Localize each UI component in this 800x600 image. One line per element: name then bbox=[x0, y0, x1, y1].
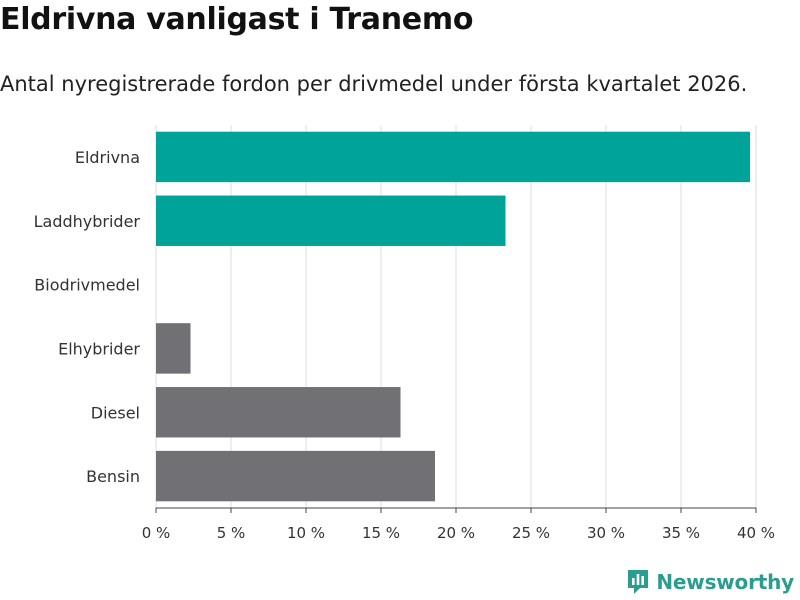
category-label: Biodrivmedel bbox=[34, 276, 140, 295]
category-label: Bensin bbox=[86, 467, 140, 486]
chart-title: Eldrivna vanligast i Tranemo bbox=[0, 2, 474, 37]
category-labels: Eldrivna Laddhybrider Biodrivmedel Elhybrid… bbox=[34, 148, 141, 486]
x-tick-label: 25 % bbox=[512, 524, 550, 542]
bar-laddhybrider bbox=[156, 195, 506, 246]
bar-eldrivna bbox=[156, 131, 750, 183]
newsworthy-logo-icon bbox=[628, 570, 649, 594]
x-tick-label: 30 % bbox=[587, 524, 625, 542]
x-tick-label: 20 % bbox=[437, 524, 475, 542]
bar-bensin bbox=[156, 450, 435, 502]
x-tick-label: 15 % bbox=[362, 524, 400, 542]
x-axis: 0 % 5 % 10 % 15 % 20 % 25 % 30 % 35 % 40 % bbox=[142, 507, 775, 542]
x-tick-label: 5 % bbox=[217, 524, 246, 542]
category-label: Elhybrider bbox=[58, 339, 140, 358]
gridlines bbox=[155, 125, 757, 508]
x-tick-label: 35 % bbox=[662, 524, 700, 542]
category-label: Laddhybrider bbox=[34, 212, 141, 231]
bar-chart: 0 % 5 % 10 % 15 % 20 % 25 % 30 % 35 % 40 % Eldri… bbox=[34, 125, 775, 542]
chart-subtitle: Antal nyregistrerade fordon per drivmede… bbox=[0, 72, 748, 96]
category-label: Diesel bbox=[91, 403, 140, 422]
brand-name: Newsworthy bbox=[656, 570, 794, 594]
x-tick-label: 0 % bbox=[142, 524, 171, 542]
x-tick-label: 10 % bbox=[287, 524, 325, 542]
category-label: Eldrivna bbox=[75, 148, 140, 167]
bar-elhybrider bbox=[156, 323, 191, 374]
x-tick-label: 40 % bbox=[737, 524, 775, 542]
bars bbox=[156, 131, 750, 502]
newsworthy-brand: Newsworthy bbox=[626, 568, 794, 596]
bar-diesel bbox=[156, 387, 401, 438]
